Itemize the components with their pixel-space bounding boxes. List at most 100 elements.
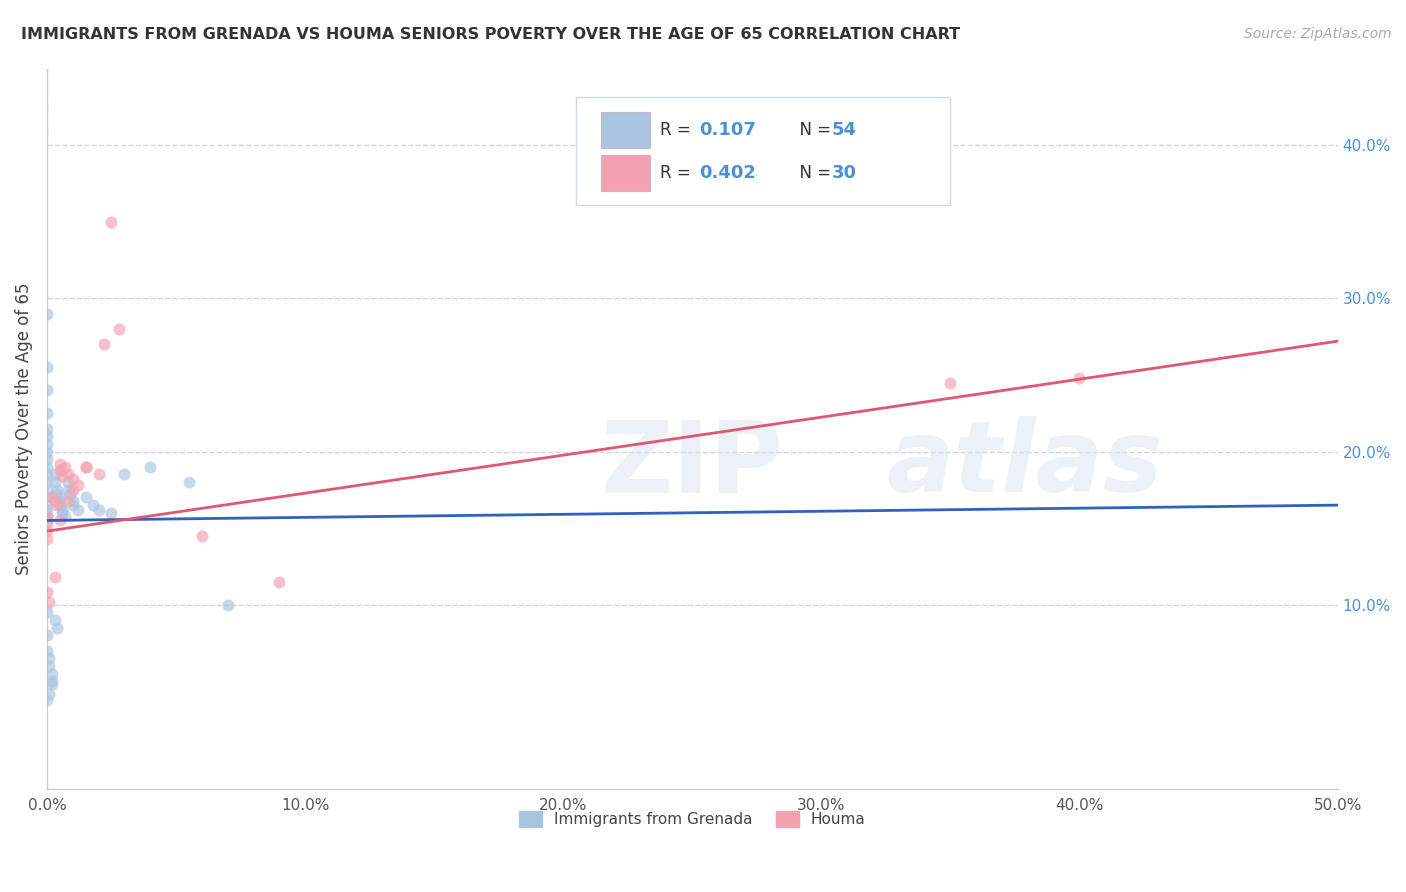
Text: R =: R = <box>659 120 696 139</box>
Point <box>56 467 79 482</box>
Text: R =: R = <box>659 164 696 182</box>
Point <box>112 467 135 482</box>
Point <box>41 666 63 681</box>
Point <box>191 529 214 543</box>
Point <box>35 406 58 420</box>
Point <box>100 506 122 520</box>
Point <box>35 452 58 467</box>
Point <box>62 483 84 497</box>
Legend: Immigrants from Grenada, Houma: Immigrants from Grenada, Houma <box>512 804 873 835</box>
Y-axis label: Seniors Poverty Over the Age of 65: Seniors Poverty Over the Age of 65 <box>15 282 32 574</box>
Text: 0.402: 0.402 <box>699 164 755 182</box>
Point <box>177 475 200 490</box>
Point <box>939 376 962 390</box>
Text: N =: N = <box>789 120 837 139</box>
Point <box>93 337 115 351</box>
Point <box>46 621 69 635</box>
Point <box>53 459 76 474</box>
Point <box>56 483 79 497</box>
Point <box>35 491 58 505</box>
Point <box>49 463 72 477</box>
Point <box>38 659 60 673</box>
Point <box>35 383 58 397</box>
Point <box>108 322 131 336</box>
Point <box>56 493 79 508</box>
Point <box>49 513 72 527</box>
Point <box>56 475 79 490</box>
FancyBboxPatch shape <box>600 112 650 148</box>
Point <box>35 508 58 523</box>
Point <box>62 493 84 508</box>
Point <box>35 467 58 482</box>
Point <box>100 215 122 229</box>
Point <box>35 508 58 523</box>
Point <box>35 524 58 538</box>
Text: 0.107: 0.107 <box>699 120 755 139</box>
Text: ZIP: ZIP <box>600 416 783 513</box>
Text: atlas: atlas <box>886 416 1163 513</box>
Point <box>269 574 291 589</box>
Point <box>51 502 73 516</box>
Text: 30: 30 <box>832 164 856 182</box>
Point <box>49 457 72 471</box>
Point <box>49 498 72 512</box>
Point <box>59 487 82 501</box>
Point <box>35 429 58 443</box>
Point <box>41 677 63 691</box>
Point <box>1069 371 1091 385</box>
Point <box>35 421 58 435</box>
Point <box>139 459 162 474</box>
Point <box>49 493 72 508</box>
Point <box>35 513 58 527</box>
Point <box>51 469 73 483</box>
Point <box>35 643 58 657</box>
Point <box>82 498 104 512</box>
Text: N =: N = <box>789 164 837 182</box>
Point <box>62 472 84 486</box>
Point <box>49 491 72 505</box>
Point <box>35 585 58 599</box>
Point <box>35 628 58 642</box>
Point <box>46 487 69 501</box>
Point <box>46 498 69 512</box>
Point <box>35 459 58 474</box>
Point <box>38 651 60 665</box>
Point <box>41 674 63 689</box>
Point <box>35 516 58 531</box>
FancyBboxPatch shape <box>600 155 650 191</box>
Point <box>44 570 66 584</box>
Point <box>35 498 58 512</box>
Point <box>35 307 58 321</box>
Point <box>51 506 73 520</box>
Point <box>66 478 89 492</box>
Point <box>35 475 58 490</box>
Point <box>62 498 84 512</box>
Point <box>35 360 58 375</box>
Point <box>46 483 69 497</box>
Point <box>75 491 97 505</box>
Point <box>66 502 89 516</box>
Point <box>217 598 239 612</box>
Point <box>35 437 58 451</box>
Point <box>44 475 66 490</box>
Text: Source: ZipAtlas.com: Source: ZipAtlas.com <box>1244 27 1392 41</box>
Point <box>75 459 97 474</box>
Text: IMMIGRANTS FROM GRENADA VS HOUMA SENIORS POVERTY OVER THE AGE OF 65 CORRELATION : IMMIGRANTS FROM GRENADA VS HOUMA SENIORS… <box>21 27 960 42</box>
Point <box>35 692 58 706</box>
Point <box>44 467 66 482</box>
Point <box>38 687 60 701</box>
Point <box>53 508 76 523</box>
Point <box>87 467 110 482</box>
Point <box>75 459 97 474</box>
FancyBboxPatch shape <box>576 97 950 205</box>
Text: 54: 54 <box>832 120 856 139</box>
Point <box>35 605 58 619</box>
Point <box>44 493 66 508</box>
Point <box>44 613 66 627</box>
Point <box>38 594 60 608</box>
Point <box>35 502 58 516</box>
Point <box>35 444 58 458</box>
Point <box>35 483 58 497</box>
Point <box>87 502 110 516</box>
Point <box>35 532 58 546</box>
